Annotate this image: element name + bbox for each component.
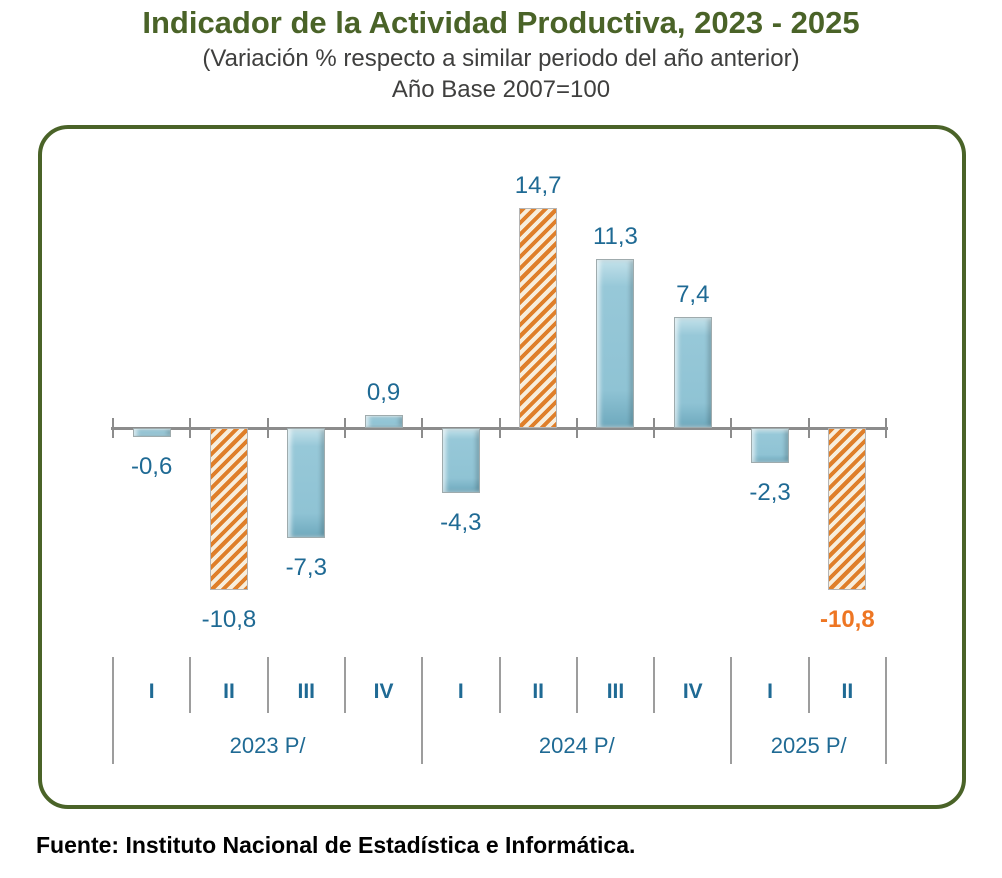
year-divider (885, 657, 887, 764)
axis-tick (730, 418, 733, 438)
quarter-divider (807, 657, 810, 713)
year-divider (730, 657, 733, 764)
quarter-divider (653, 657, 656, 713)
quarter-divider (189, 657, 192, 713)
chart-subtitle: (Variación % respecto a similar periodo … (202, 45, 800, 72)
axis-tick (343, 418, 346, 438)
bar-3-III (287, 428, 326, 538)
axis-tick (421, 418, 424, 438)
axis-tick (575, 418, 578, 438)
bar-2-II (209, 428, 248, 590)
bar-4-IV (364, 414, 403, 428)
bar-6-II (519, 207, 558, 428)
axis-tick (112, 418, 114, 438)
quarter-label: I (457, 680, 464, 703)
bar-1-I (132, 428, 171, 437)
bar-8-IV (673, 317, 712, 428)
axis-tick (498, 418, 501, 438)
year-divider (421, 657, 424, 764)
value-label: -10,8 (201, 606, 257, 633)
axis-tick (189, 418, 192, 438)
axis-tick (885, 418, 887, 438)
year-divider (112, 657, 114, 764)
quarter-label: II (223, 680, 235, 703)
bar-10-II (828, 428, 867, 590)
value-label: -4,3 (440, 508, 482, 536)
axis-tick (807, 418, 810, 438)
value-label: 11,3 (592, 222, 638, 250)
value-label: 0,9 (366, 378, 401, 406)
value-label: 14,7 (514, 171, 562, 199)
bar-chart-plot: -0,6 -10,8 -7,3 0,9 -4,3 14,7 11,3 7,4 -2,3 -10,8… (42, 129, 962, 805)
year-label: 2024 P/ (538, 733, 615, 758)
chart-base-year-note: Año Base 2007=100 (391, 76, 611, 103)
chart-box: -0,6 -10,8 -7,3 0,9 -4,3 14,7 11,3 7,4 -2,3 -10,8… (38, 125, 966, 809)
quarter-divider (266, 657, 269, 713)
quarter-label: IV (373, 680, 394, 703)
value-label: -7,3 (285, 553, 327, 581)
value-label: -2,3 (749, 478, 791, 506)
bar-9-I (751, 428, 790, 463)
quarter-label: I (767, 680, 773, 703)
quarter-label: II (841, 680, 854, 703)
value-label: -0,6 (130, 453, 173, 480)
chart-title: Indicador de la Actividad Productiva, 20… (142, 5, 860, 40)
chart-header: Indicador de la Actividad Productiva, 20… (0, 0, 1002, 105)
axis-tick (266, 418, 269, 438)
axis-tick (653, 418, 656, 438)
bar-5-I (441, 428, 480, 493)
quarter-label: III (606, 680, 625, 703)
year-label: 2023 P/ (229, 733, 306, 758)
source-note: Fuente: Instituto Nacional de Estadístic… (36, 832, 636, 858)
year-label: 2025 P/ (770, 733, 847, 758)
quarter-label: I (148, 680, 155, 703)
quarter-divider (575, 657, 578, 713)
quarter-divider (498, 657, 501, 713)
quarter-divider (343, 657, 346, 713)
value-label: -10,8 (819, 606, 875, 633)
quarter-label: IV (682, 680, 703, 703)
value-label: 7,4 (676, 281, 710, 308)
bar-7-III (596, 258, 635, 428)
quarter-label: II (532, 680, 544, 703)
quarter-label: III (297, 680, 315, 703)
